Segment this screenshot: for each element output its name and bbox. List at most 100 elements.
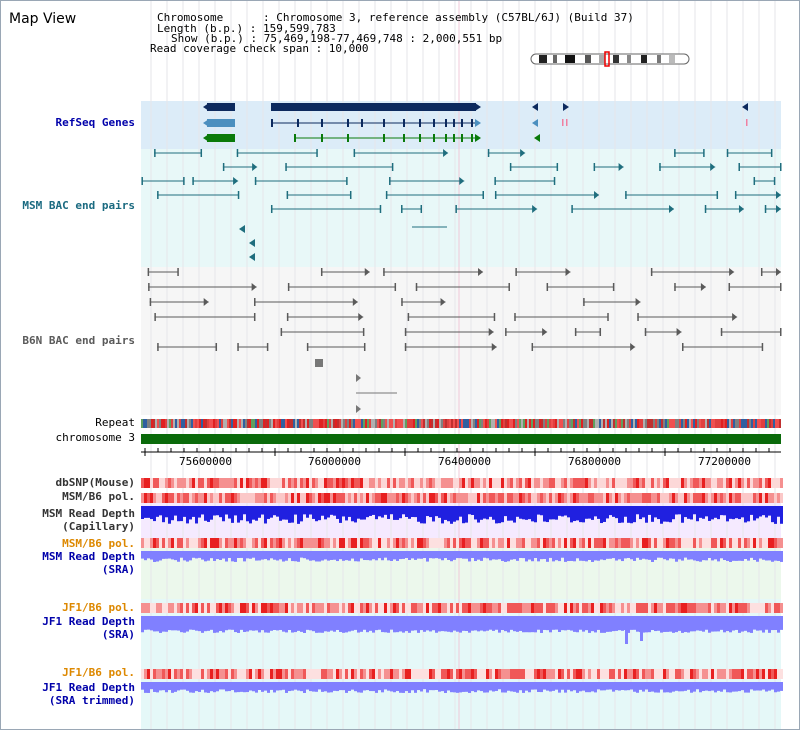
- read-depth-bar: [396, 551, 399, 561]
- polymorphism-cell: [585, 669, 588, 679]
- track-label-jf1-b6-pol-1[interactable]: JF1/B6 pol.: [62, 601, 135, 614]
- polymorphism-cell: [399, 538, 402, 548]
- polymorphism-cell: [606, 493, 609, 503]
- polymorphism-cell: [381, 478, 384, 488]
- read-depth-bar: [525, 506, 528, 520]
- read-depth-bar: [198, 506, 201, 518]
- repeat-segment: [751, 419, 753, 428]
- b6n-bac-pair-end: [780, 283, 782, 291]
- track-label-msm-b6-pol-1[interactable]: MSM/B6 pol.: [62, 490, 135, 503]
- read-depth-bar: [192, 616, 195, 630]
- repeat-segment: [159, 419, 161, 428]
- repeat-segment: [627, 419, 629, 428]
- track-label-refseq[interactable]: RefSeq Genes: [55, 116, 135, 129]
- polymorphism-cell: [297, 538, 300, 548]
- ideogram-band: [641, 55, 647, 63]
- read-depth-bar: [180, 506, 183, 522]
- polymorphism-cell: [144, 478, 147, 488]
- polymorphism-cell: [441, 493, 444, 503]
- repeat-segment: [195, 419, 197, 428]
- polymorphism-cell: [216, 538, 219, 548]
- polymorphism-cell: [264, 478, 267, 488]
- track-label-chromosome[interactable]: chromosome 3: [55, 431, 135, 444]
- repeat-segment: [535, 419, 537, 428]
- track-label-msm-b6-pol-2[interactable]: MSM/B6 pol.: [62, 537, 135, 550]
- polymorphism-cell: [753, 603, 756, 613]
- repeat-segment: [629, 419, 631, 428]
- track-label-jf1-read-depth-trim[interactable]: JF1 Read Depth: [42, 681, 135, 694]
- polymorphism-cell: [171, 493, 174, 503]
- polymorphism-cell: [756, 493, 759, 503]
- polymorphism-cell: [738, 478, 741, 488]
- polymorphism-cell: [426, 538, 429, 548]
- repeat-segment: [271, 419, 273, 428]
- repeat-segment: [255, 419, 257, 428]
- read-depth-bar: [756, 506, 759, 519]
- read-depth-bar: [303, 551, 306, 559]
- polymorphism-cell: [438, 603, 441, 613]
- msm-bac-pair-end: [389, 177, 391, 185]
- polymorphism-cell: [333, 493, 336, 503]
- read-depth-bar: [588, 506, 591, 519]
- read-depth-bar: [390, 616, 393, 630]
- polymorphism-cell: [555, 493, 558, 503]
- repeat-segment: [329, 419, 331, 428]
- polymorphism-cell: [177, 478, 180, 488]
- repeat-segment: [367, 419, 369, 428]
- read-depth-bar: [387, 506, 390, 519]
- repeat-segment: [537, 419, 539, 428]
- read-depth-bar: [369, 506, 372, 516]
- polymorphism-cell: [177, 603, 180, 613]
- track-label-msm-read-depth-sra[interactable]: MSM Read Depth: [42, 550, 135, 563]
- polymorphism-cell: [348, 603, 351, 613]
- read-depth-bar: [171, 506, 174, 521]
- read-depth-bar: [309, 551, 312, 561]
- track-label-jf1-b6-pol-2[interactable]: JF1/B6 pol.: [62, 666, 135, 679]
- read-depth-bar: [222, 551, 225, 559]
- read-depth-bar: [495, 506, 498, 524]
- polymorphism-cell: [411, 493, 414, 503]
- polymorphism-cell: [585, 478, 588, 488]
- read-depth-bar: [405, 551, 408, 559]
- polymorphism-cell: [771, 538, 774, 548]
- read-depth-bar: [198, 551, 201, 558]
- read-depth-bar: [336, 506, 339, 519]
- polymorphism-cell: [459, 538, 462, 548]
- track-label-msm-bac[interactable]: MSM BAC end pairs: [22, 199, 135, 212]
- polymorphism-cell: [711, 538, 714, 548]
- read-depth-bar: [306, 506, 309, 518]
- repeat-segment: [685, 419, 687, 428]
- polymorphism-cell: [699, 603, 702, 613]
- polymorphism-cell: [726, 538, 729, 548]
- track-label-msm-read-depth-cap[interactable]: MSM Read Depth: [42, 507, 135, 520]
- read-depth-bar: [150, 506, 153, 520]
- repeat-segment: [161, 419, 163, 428]
- track-label-jf1-read-depth-trim-sub: (SRA trimmed): [48, 694, 135, 707]
- read-depth-bar: [771, 551, 774, 562]
- read-depth-bar: [426, 616, 429, 631]
- read-depth-bar: [246, 682, 249, 693]
- polymorphism-cell: [540, 478, 543, 488]
- read-depth-bar: [537, 551, 540, 562]
- read-depth-bar: [615, 616, 618, 631]
- read-depth-bar: [444, 682, 447, 693]
- read-depth-bar: [378, 551, 381, 559]
- repeat-segment: [519, 419, 521, 428]
- track-label-b6n-bac[interactable]: B6N BAC end pairs: [22, 334, 135, 347]
- b6n-bac-pair-end: [776, 268, 781, 276]
- track-label-jf1-read-depth-sra[interactable]: JF1 Read Depth: [42, 615, 135, 628]
- polymorphism-cell: [168, 538, 171, 548]
- polymorphism-cell: [663, 603, 666, 613]
- read-depth-bar: [609, 551, 612, 559]
- repeat-segment: [253, 419, 255, 428]
- repeat-segment: [565, 419, 567, 428]
- read-depth-bar: [435, 506, 438, 517]
- polymorphism-cell: [336, 493, 339, 503]
- track-label-dbsnp[interactable]: dbSNP(Mouse): [55, 476, 135, 489]
- polymorphism-cell: [411, 478, 414, 488]
- read-depth-bar: [732, 616, 735, 631]
- track-label-repeat[interactable]: Repeat: [95, 416, 135, 429]
- polymorphism-cell: [279, 603, 282, 613]
- polymorphism-cell: [705, 603, 708, 613]
